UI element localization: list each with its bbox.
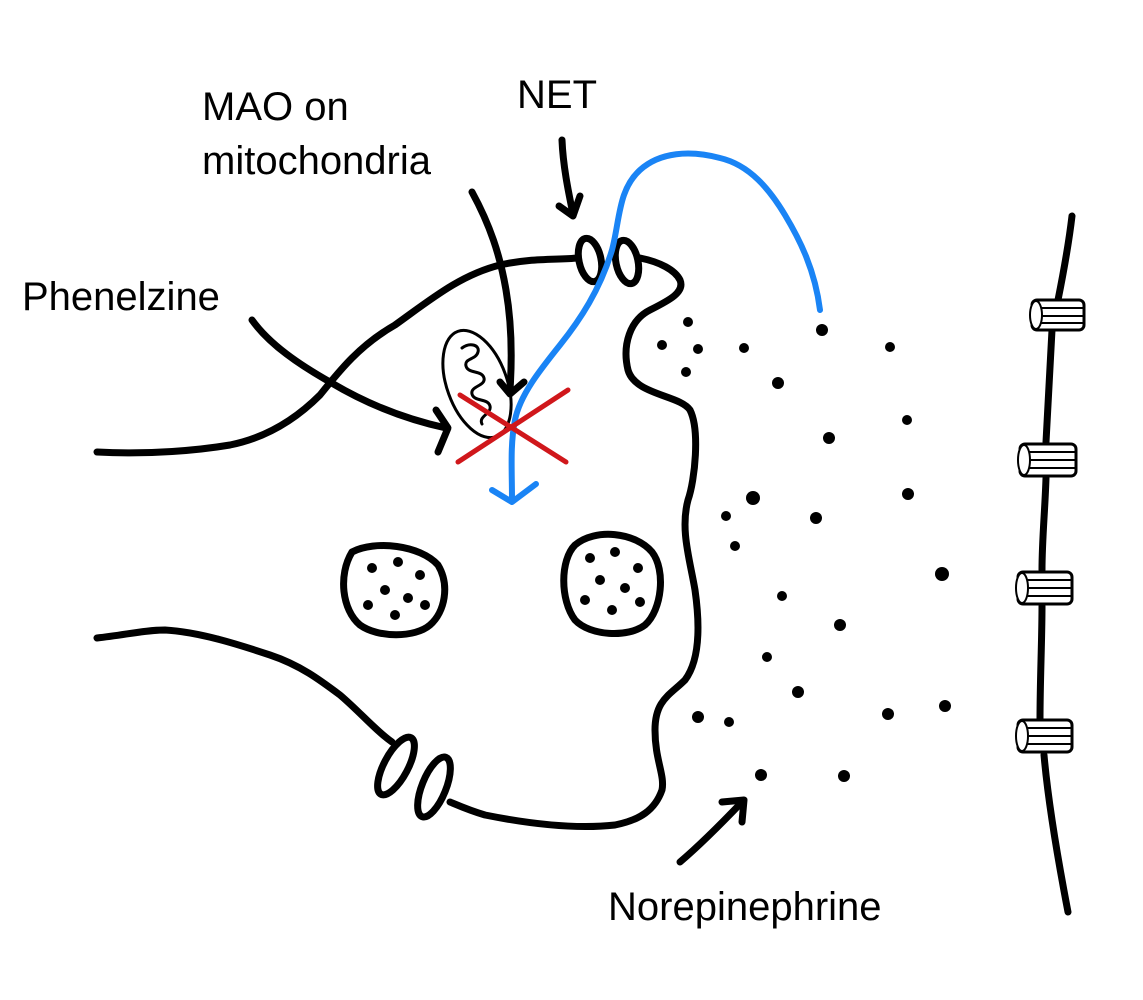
- net-transporter: [574, 234, 643, 288]
- mao-pointer-arrow: [468, 188, 528, 398]
- receptor-3: [1015, 570, 1074, 606]
- mao-label-line1: MAO on: [202, 85, 349, 129]
- inhibition-cross-icon: [455, 387, 571, 465]
- mao-label-line2: mitochondria: [202, 139, 432, 183]
- norepinephrine-molecules: [657, 317, 951, 782]
- phenelzine-label: Phenelzine: [22, 275, 220, 319]
- postsynaptic-membrane: [1036, 212, 1076, 916]
- norepinephrine-pointer-arrow: [676, 796, 748, 866]
- receptor-2: [1017, 442, 1078, 478]
- reuptake-path-arrow: [489, 150, 823, 505]
- net-pointer-arrow: [555, 136, 584, 220]
- norepinephrine-label: Norepinephrine: [608, 885, 882, 929]
- vesicle-right: [560, 530, 664, 637]
- vesicle-left: [340, 542, 449, 639]
- bottom-transporter: [374, 733, 454, 821]
- phenelzine-pointer-arrow: [248, 316, 452, 456]
- net-label: NET: [517, 73, 597, 117]
- presynaptic-membrane-lower: [93, 626, 396, 746]
- presynaptic-membrane-bulb: [446, 254, 702, 831]
- receptor-1: [1029, 298, 1086, 332]
- receptor-4: [1015, 718, 1074, 754]
